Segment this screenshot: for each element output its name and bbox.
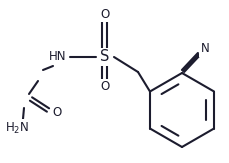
Text: O: O xyxy=(100,7,109,21)
Text: O: O xyxy=(52,106,61,119)
Text: N: N xyxy=(200,43,208,55)
Text: S: S xyxy=(100,50,109,65)
Text: HN: HN xyxy=(49,51,66,64)
Text: H$_2$N: H$_2$N xyxy=(5,120,29,136)
Text: O: O xyxy=(100,81,109,94)
